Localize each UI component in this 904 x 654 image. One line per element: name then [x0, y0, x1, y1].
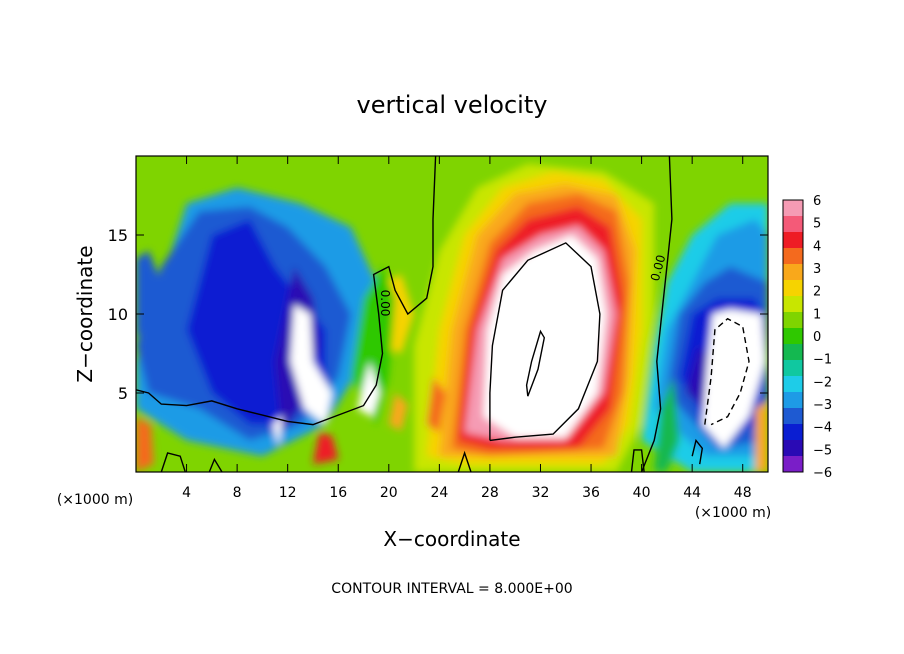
y-axis-label: Z−coordinate — [73, 245, 97, 382]
x-tick-label: 48 — [734, 485, 752, 501]
field-region-26 — [272, 415, 283, 447]
x-tick-label: 24 — [430, 485, 448, 501]
x-tick-label: 44 — [683, 485, 701, 501]
y-axis: 5 10 15 — [108, 226, 768, 403]
contour-line-8 — [630, 449, 645, 472]
colorbar-frame — [782, 199, 804, 473]
colorbar-tick-label: 3 — [813, 262, 821, 277]
plot-area — [136, 156, 768, 472]
colorbar-swatch — [783, 392, 803, 409]
x-unit-left: (×1000 m) — [57, 492, 133, 508]
field-region-27 — [357, 361, 380, 417]
chart-title: vertical velocity — [357, 91, 548, 119]
colorbar-swatch — [783, 216, 803, 233]
x-tick-label: 36 — [582, 485, 600, 501]
field-region-4 — [136, 250, 162, 338]
colorbar-tick-label: 0 — [813, 330, 821, 345]
x-axis-label: X−coordinate — [383, 527, 520, 551]
colorbar-tick-label: 6 — [813, 194, 821, 209]
x-tick-label: 16 — [329, 485, 347, 501]
contour-line-7 — [457, 450, 472, 472]
colorbar-tick-label: −6 — [813, 466, 832, 481]
colorbar-tick-label: 1 — [813, 307, 821, 322]
colorbar-tick-label: 5 — [813, 217, 821, 232]
contour-label-left: 0.00 — [378, 290, 392, 317]
colorbar: 6 5 4 3 2 1 0 −1 −2 −3 −4 −5 −6 — [782, 194, 832, 481]
colorbar-swatch — [783, 296, 803, 313]
contour-label-right: 0.00 — [648, 253, 668, 282]
field-region-21 — [755, 400, 768, 472]
colorbar-swatch — [783, 376, 803, 393]
contour-line-4 — [704, 317, 750, 426]
colorbar-swatch — [783, 232, 803, 249]
colorbar-swatch — [783, 440, 803, 457]
x-tick-label: 4 — [182, 485, 191, 501]
field-region-17 — [136, 416, 154, 472]
colorbar-swatch — [783, 328, 803, 345]
colorbar-tick-label: −4 — [813, 421, 832, 436]
colorbar-swatch — [783, 248, 803, 265]
colorbar-swatch — [783, 408, 803, 425]
x-axis: 4 8 12 16 20 24 28 32 36 40 44 48 — [182, 156, 752, 501]
colorbar-swatch — [783, 312, 803, 329]
y-tick-label: 15 — [108, 226, 128, 245]
colorbar-swatch — [783, 344, 803, 361]
field-region-22 — [350, 266, 396, 425]
colorbar-swatch — [783, 424, 803, 441]
colorbar-swatch — [783, 280, 803, 297]
contour-line-9 — [691, 438, 704, 465]
field-region-28 — [702, 309, 766, 449]
x-tick-label: 40 — [633, 485, 651, 501]
contour-lines — [136, 156, 750, 472]
field-region-24 — [483, 235, 607, 438]
x-tick-label: 20 — [380, 485, 398, 501]
contour-line-5 — [160, 452, 186, 472]
colorbar-tick-label: 4 — [813, 239, 821, 254]
field-region-9 — [685, 345, 712, 409]
y-tick-label: 5 — [118, 384, 128, 403]
contour-line-0 — [136, 156, 437, 426]
contour-line-2 — [489, 242, 601, 442]
velocity-field — [136, 163, 768, 472]
field-region-16 — [313, 432, 339, 465]
colorbar-tick-label: −1 — [813, 353, 832, 368]
contour-interval-note: CONTOUR INTERVAL = 8.000E+00 — [331, 581, 572, 597]
field-region-18 — [388, 393, 408, 431]
x-tick-label: 8 — [233, 485, 242, 501]
colorbar-tick-label: −3 — [813, 398, 832, 413]
colorbar-swatch — [783, 456, 803, 473]
field-region-19 — [426, 377, 446, 433]
colorbar-tick-label: −2 — [813, 375, 832, 390]
colorbar-swatch — [783, 200, 803, 217]
colorbar-tick-label: −5 — [813, 443, 832, 458]
field-region-23 — [654, 377, 680, 472]
x-tick-label: 12 — [279, 485, 297, 501]
contour-line-1 — [640, 156, 673, 472]
y-tick-label: 10 — [108, 305, 128, 324]
contour-line-3 — [525, 329, 546, 397]
field-region-25 — [290, 304, 332, 425]
contour-line-6 — [208, 457, 223, 472]
colorbar-tick-label: 2 — [813, 285, 821, 300]
colorbar-swatch — [783, 264, 803, 281]
x-tick-label: 28 — [481, 485, 499, 501]
colorbar-swatch — [783, 360, 803, 377]
x-tick-label: 32 — [532, 485, 550, 501]
x-unit-right: (×1000 m) — [695, 505, 771, 521]
